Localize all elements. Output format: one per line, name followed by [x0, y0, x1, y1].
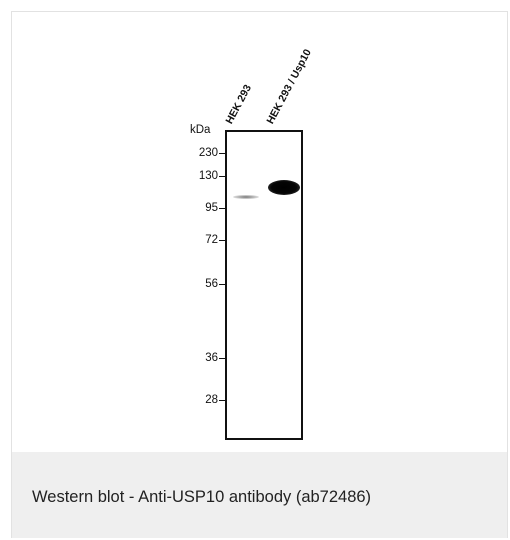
marker-label: 72 — [205, 234, 218, 246]
marker-tick — [219, 240, 226, 241]
kda-unit-label: kDa — [190, 124, 211, 136]
marker-tick — [219, 284, 226, 285]
marker-label: 130 — [198, 170, 218, 182]
band-lane-1 — [233, 195, 259, 199]
caption-area: Western blot - Anti-USP10 antibody (ab72… — [12, 452, 507, 538]
western-blot-figure: HEK 293 HEK 293 / Usp10 kDa 230 130 95 7… — [12, 12, 507, 452]
marker-95: 95 — [178, 201, 226, 215]
marker-tick — [219, 208, 226, 209]
marker-28: 28 — [178, 393, 226, 407]
marker-tick — [219, 400, 226, 401]
marker-tick — [219, 176, 226, 177]
lane-label-hek293: HEK 293 — [223, 82, 255, 126]
marker-36: 36 — [178, 351, 226, 365]
figure-caption: Western blot - Anti-USP10 antibody (ab72… — [32, 488, 372, 506]
marker-tick — [219, 153, 226, 154]
band-lane-2 — [268, 180, 300, 195]
marker-label: 28 — [205, 394, 218, 406]
marker-230: 230 — [178, 146, 226, 160]
marker-label: 95 — [205, 202, 218, 214]
marker-72: 72 — [178, 233, 226, 247]
marker-label: 230 — [198, 147, 218, 159]
marker-tick — [219, 358, 226, 359]
lane-label-hek293-usp10: HEK 293 / Usp10 — [264, 47, 314, 126]
marker-label: 36 — [205, 352, 218, 364]
marker-130: 130 — [178, 169, 226, 183]
blot-membrane — [225, 130, 303, 440]
marker-56: 56 — [178, 277, 226, 291]
marker-label: 56 — [205, 278, 218, 290]
